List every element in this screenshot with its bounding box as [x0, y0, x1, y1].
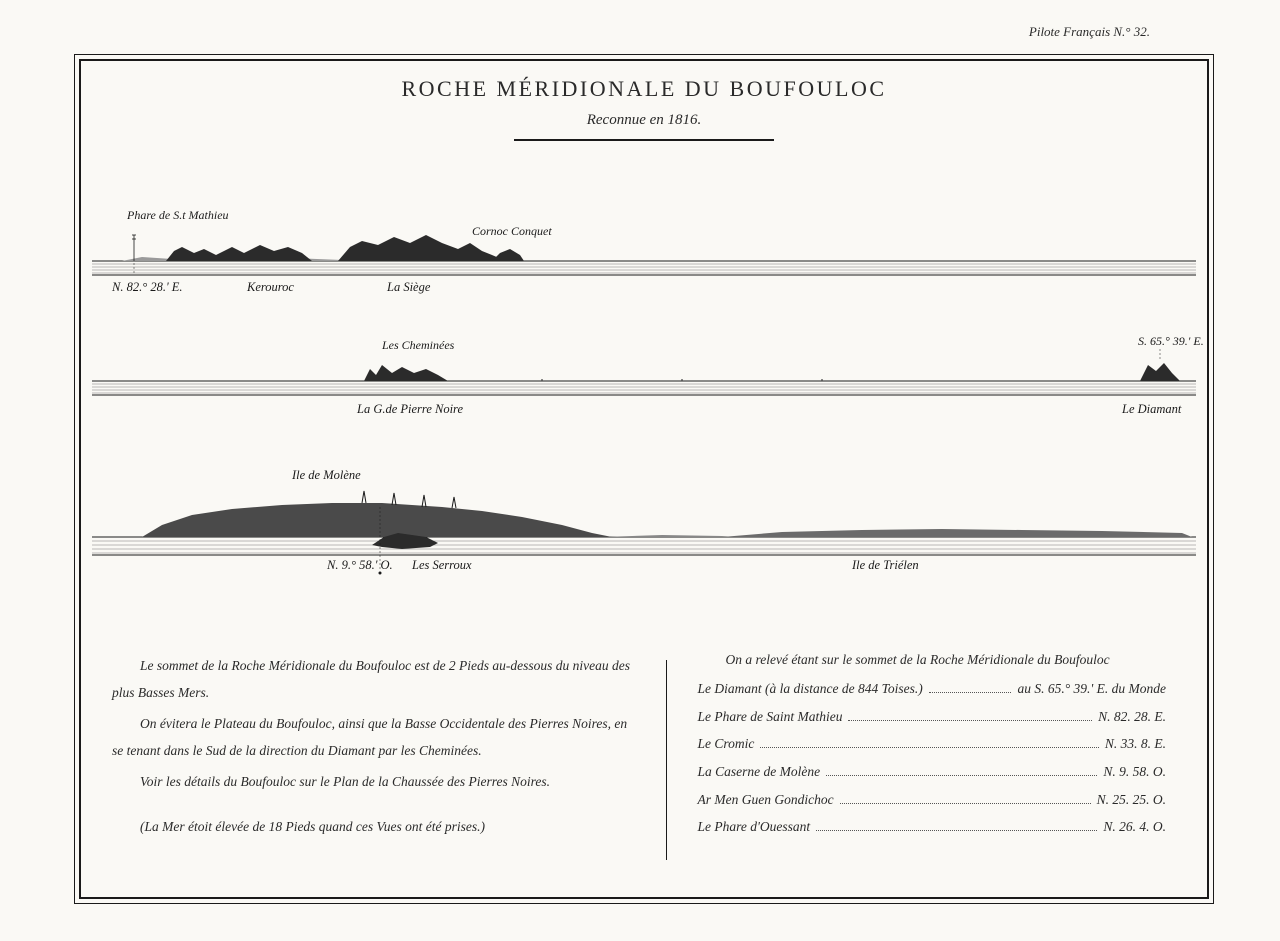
note-para-2: On évitera le Plateau du Boufouloc, ains…: [112, 710, 636, 764]
bearing-row: Le Phare de Saint Mathieu N. 82. 28. E.: [697, 704, 1166, 730]
bearing-label: Le Phare de Saint Mathieu: [697, 704, 842, 730]
near-land: [166, 235, 524, 261]
leader-dots: [816, 830, 1097, 831]
bearing-value: N. 9. 58. O.: [1103, 759, 1166, 785]
note-para-3: Voir les détails du Boufouloc sur le Pla…: [112, 768, 636, 795]
main-title: ROCHE MÉRIDIONALE DU BOUFOULOC: [82, 76, 1206, 102]
leader-dots: [848, 720, 1092, 721]
profile-panel-1: Phare de S.t Mathieu Cornoc Conquet Kerou…: [82, 177, 1206, 299]
landmass: [1140, 363, 1180, 381]
bearing-label: Le Cromic: [697, 731, 754, 757]
landmark-label: Ile de Triélen: [851, 558, 919, 572]
landmass: [166, 245, 312, 261]
bearing-row: Le Cromic N. 33. 8. E.: [697, 731, 1166, 757]
landmark-label: Cornoc Conquet: [472, 224, 552, 238]
lighthouse-icon: [132, 235, 136, 261]
landmass: [492, 249, 524, 261]
bearing-value: N. 26. 4. O.: [1103, 814, 1166, 840]
bearings-table: Le Diamant (à la distance de 844 Toises.…: [697, 676, 1166, 840]
sea-lines: [92, 537, 1196, 555]
leader-dots: [760, 747, 1099, 748]
sea-lines: [92, 261, 1196, 275]
profile-svg-1: Phare de S.t Mathieu Cornoc Conquet Kerou…: [82, 177, 1206, 299]
labels-below: Kerouroc La Siège: [246, 280, 431, 294]
bearing-label: La Caserne de Molène: [697, 759, 820, 785]
landmark-label: N. 9.° 58.' O.: [326, 558, 393, 572]
bearing-label: Le Diamant (à la distance de 844 Toises.…: [697, 676, 922, 702]
leader-dots: [840, 803, 1091, 804]
ile-trielen: [722, 529, 1192, 537]
landmark-label: Les Serroux: [411, 558, 472, 572]
profile-svg-2: Les Cheminées La G.de Pierre Noire Le Dia…: [82, 303, 1206, 421]
far-strip: [602, 535, 722, 537]
labels-above: Ile de Molène: [291, 468, 361, 482]
bearing-right: S. 65.° 39.' E.: [1138, 334, 1204, 348]
bearings-heading: On a relevé étant sur le sommet de la Ro…: [697, 652, 1166, 668]
landmark-label: La G.de Pierre Noire: [356, 402, 463, 416]
title-rule: [514, 139, 774, 141]
labels-above: Les Cheminées: [381, 338, 455, 352]
note-para-1: Le sommet de la Roche Méridionale du Bou…: [112, 652, 636, 706]
profile-panel-3: Ile de Molène N. 9.° 58.' O. Les Serroux I…: [82, 425, 1206, 590]
notes-right-column: On a relevé étant sur le sommet de la Ro…: [667, 642, 1206, 882]
landmark-label: Phare de S.t Mathieu: [126, 208, 229, 222]
bearing-label: Le Phare d'Ouessant: [697, 814, 810, 840]
landmark-label: Le Diamant: [1121, 402, 1182, 416]
bearing-row: Ar Men Guen Gondichoc N. 25. 25. O.: [697, 787, 1166, 813]
landmass: [364, 365, 448, 381]
bearing-value: N. 25. 25. O.: [1097, 787, 1166, 813]
bearing-left: N. 82.° 28.' E.: [111, 280, 183, 294]
bearing-row: Le Phare d'Ouessant N. 26. 4. O.: [697, 814, 1166, 840]
notes-block: Le sommet de la Roche Méridionale du Bou…: [82, 642, 1206, 882]
labels-above: Phare de S.t Mathieu Cornoc Conquet: [126, 208, 552, 238]
labels-below: La G.de Pierre Noire Le Diamant: [356, 402, 1182, 416]
title-block: ROCHE MÉRIDIONALE DU BOUFOULOC Reconnue …: [82, 76, 1206, 141]
bearing-row: La Caserne de Molène N. 9. 58. O.: [697, 759, 1166, 785]
leader-dots: [826, 775, 1097, 776]
ile-molene: [142, 503, 612, 537]
landmark-label: Les Cheminées: [381, 338, 455, 352]
bearing-value: N. 33. 8. E.: [1105, 731, 1166, 757]
notes-left-column: Le sommet de la Roche Méridionale du Bou…: [82, 642, 666, 882]
subtitle: Reconnue en 1816.: [82, 112, 1206, 129]
page-number-label: Pilote Français N.° 32.: [1029, 24, 1150, 40]
profile-panel-2: Les Cheminées La G.de Pierre Noire Le Dia…: [82, 303, 1206, 421]
labels-below: N. 9.° 58.' O. Les Serroux Ile de Triélen: [326, 558, 919, 572]
landmark-label: Kerouroc: [246, 280, 294, 294]
bearing-value: N. 82. 28. E.: [1098, 704, 1166, 730]
landmass: [338, 235, 506, 261]
plate-content: ROCHE MÉRIDIONALE DU BOUFOULOC Reconnue …: [82, 62, 1206, 896]
landmark-label: La Siège: [386, 280, 431, 294]
note-parenthetical: (La Mer étoit élevée de 18 Pieds quand c…: [112, 813, 636, 840]
near-land: [364, 363, 1180, 381]
sea-lines: [92, 381, 1196, 395]
leader-dots: [929, 692, 1012, 693]
bearing-value: au S. 65.° 39.' E. du Monde: [1017, 676, 1166, 702]
bearing-label: Ar Men Guen Gondichoc: [697, 787, 833, 813]
landmark-label: Ile de Molène: [291, 468, 361, 482]
bearing-row: Le Diamant (à la distance de 844 Toises.…: [697, 676, 1166, 702]
profile-svg-3: Ile de Molène N. 9.° 58.' O. Les Serroux I…: [82, 425, 1206, 590]
